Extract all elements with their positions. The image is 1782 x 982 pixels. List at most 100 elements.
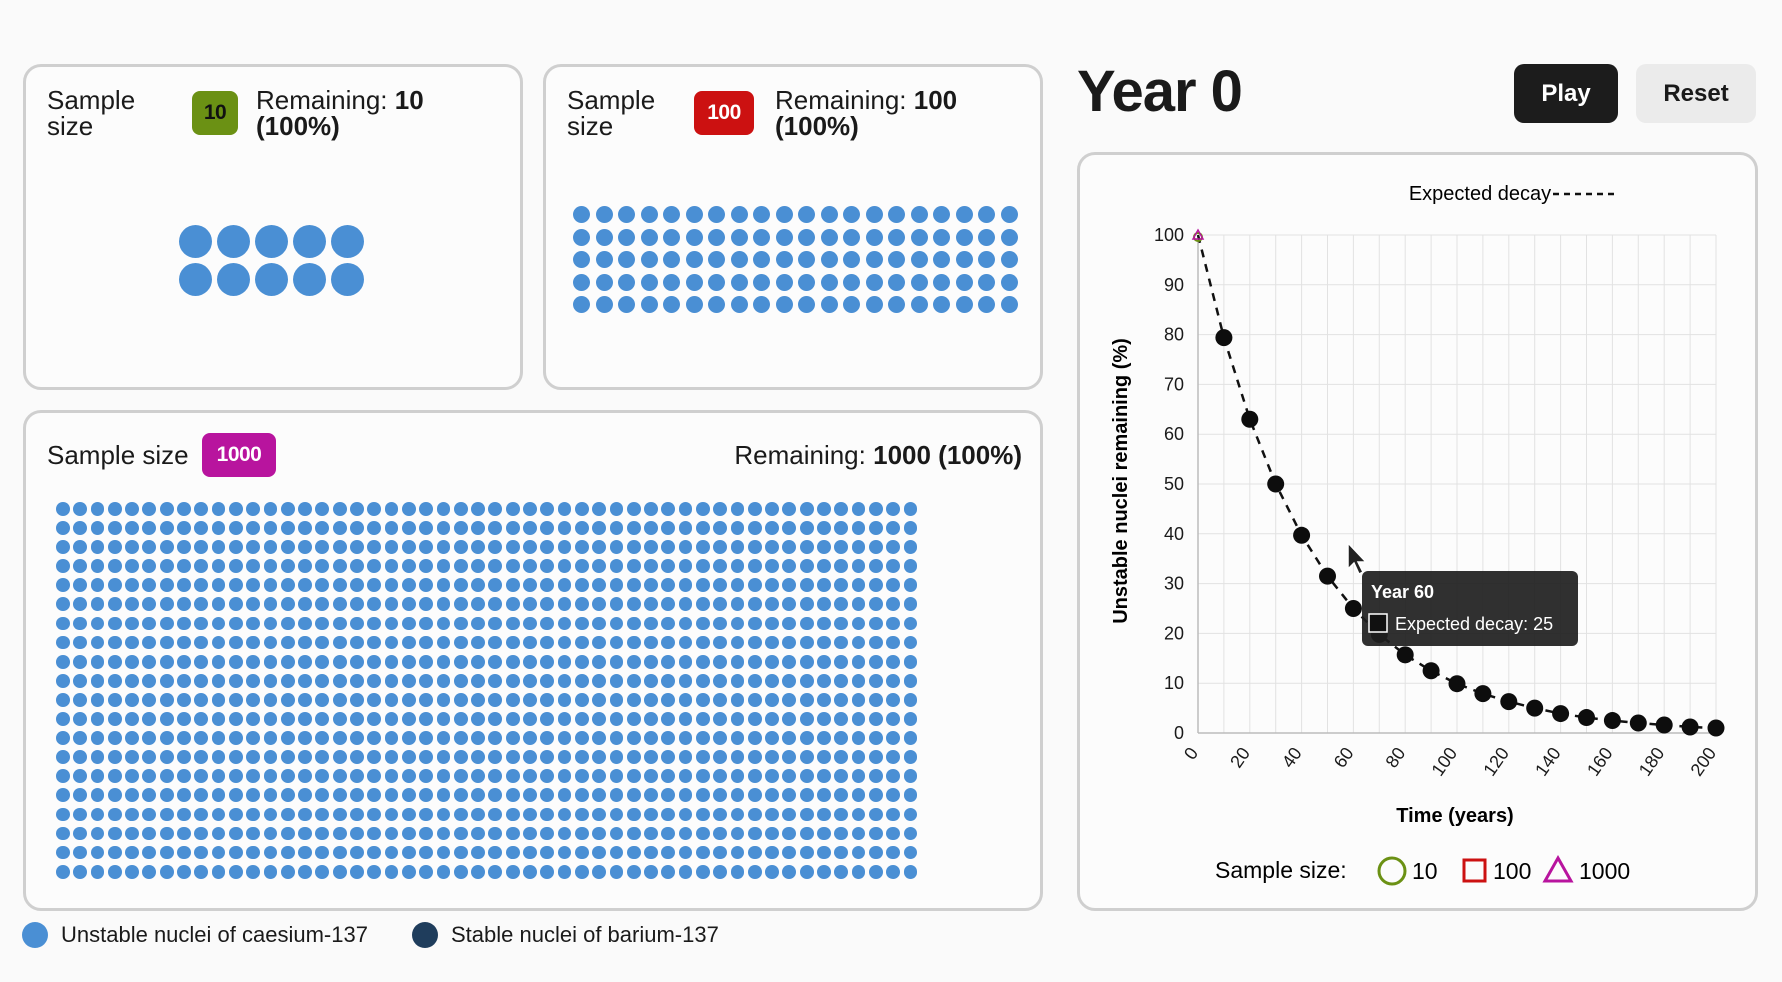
expected-decay-point[interactable] <box>1422 662 1440 680</box>
nucleus-dot <box>713 502 728 516</box>
nucleus-dot <box>640 296 658 313</box>
nucleus-dot <box>644 712 658 726</box>
nucleus-dot <box>573 206 590 223</box>
expected-decay-point[interactable] <box>1267 475 1285 493</box>
nucleus-dot <box>73 807 88 822</box>
legend-circle-icon[interactable] <box>1377 856 1407 886</box>
legend-item-1000[interactable]: 1000 <box>1579 858 1630 884</box>
legend-item-100[interactable]: 100 <box>1493 858 1531 884</box>
nucleus-dot <box>298 673 312 688</box>
nucleus-dot <box>367 616 382 631</box>
nucleus-dot <box>592 673 606 688</box>
expected-decay-point[interactable] <box>1293 526 1311 544</box>
expected-decay-point[interactable] <box>1241 410 1259 428</box>
nucleus-dot <box>367 864 382 879</box>
nucleus-dot <box>419 578 434 593</box>
nucleus-dot <box>401 578 416 593</box>
expected-decay-point[interactable] <box>1396 646 1414 664</box>
nucleus-dot <box>888 228 905 246</box>
expected-decay-point[interactable] <box>1344 600 1362 617</box>
nucleus-dot <box>90 864 105 879</box>
nucleus-dot <box>90 559 105 574</box>
expected-decay-point[interactable] <box>1526 699 1544 717</box>
nucleus-dot <box>851 788 866 803</box>
nucleus-dot <box>194 807 209 822</box>
play-button[interactable]: Play <box>1514 64 1618 123</box>
nucleus-dot <box>211 864 226 879</box>
nucleus-dot <box>730 712 745 726</box>
nucleus-dot <box>125 540 139 554</box>
nucleus-dot <box>332 807 347 822</box>
nucleus-dot <box>626 597 641 612</box>
nucleus-dot <box>540 540 555 554</box>
expected-decay-point[interactable] <box>1448 675 1466 693</box>
nucleus-dot <box>663 296 680 313</box>
nucleus-dot <box>505 559 520 574</box>
nucleus-dot <box>644 807 658 822</box>
nucleus-dot <box>419 712 434 726</box>
nucleus-dot <box>782 578 797 593</box>
legend-item-10[interactable]: 10 <box>1412 858 1438 884</box>
nucleus-dot <box>419 540 434 554</box>
nucleus-dot <box>177 864 191 879</box>
nucleus-dot <box>868 769 883 784</box>
nucleus-dot <box>56 540 70 554</box>
nucleus-dot <box>640 251 658 268</box>
nucleus-dot <box>644 692 658 707</box>
expected-decay-point[interactable] <box>1655 716 1673 734</box>
nucleus-dot <box>661 712 676 726</box>
nucleus-dot <box>367 845 382 860</box>
expected-decay-point[interactable] <box>1474 685 1492 703</box>
nucleus-dot <box>332 597 347 612</box>
nucleus-dot <box>888 206 905 223</box>
expected-decay-point[interactable] <box>1603 712 1621 730</box>
nucleus-dot <box>708 296 725 313</box>
nucleus-dot <box>280 807 295 822</box>
nucleus-dot <box>903 578 918 593</box>
nucleus-dot <box>228 864 243 879</box>
nucleus-dot <box>298 616 312 631</box>
nucleus-dot <box>817 731 831 745</box>
nucleus-dot <box>540 864 555 879</box>
legend-triangle-icon[interactable] <box>1542 854 1574 883</box>
nucleus-dot <box>708 251 725 268</box>
nucleus-dot <box>350 769 364 784</box>
expected-decay-point[interactable] <box>1500 693 1518 711</box>
expected-decay-point[interactable] <box>1629 714 1647 732</box>
nucleus-dot <box>886 692 901 707</box>
expected-decay-point[interactable] <box>1215 329 1233 347</box>
nucleus-dot <box>401 807 416 822</box>
nucleus-dot <box>820 206 838 223</box>
nucleus-dot <box>142 635 157 650</box>
nucleus-dot <box>73 845 88 860</box>
nucleus-dot <box>685 228 703 246</box>
nucleus-dot <box>211 502 226 516</box>
nucleus-dot <box>246 845 261 860</box>
nucleus-dot <box>505 502 520 516</box>
nucleus-dot <box>865 206 883 223</box>
expected-decay-point[interactable] <box>1552 705 1570 723</box>
nucleus-dot <box>678 502 693 516</box>
nucleus-dot <box>609 807 624 822</box>
nucleus-dot <box>782 864 797 879</box>
expected-decay-point[interactable] <box>1319 567 1336 585</box>
expected-decay-point[interactable] <box>1681 718 1699 736</box>
nucleus-dot <box>453 673 468 688</box>
nucleus-dot <box>678 864 693 879</box>
nucleus-dot <box>315 692 330 707</box>
legend-square-icon[interactable] <box>1462 858 1487 883</box>
nucleus-dot <box>280 864 295 879</box>
nucleus-dot <box>505 826 520 841</box>
x-tick-label: 100 <box>1428 744 1462 780</box>
expected-decay-point[interactable] <box>1707 719 1725 737</box>
nucleus-dot <box>56 635 70 650</box>
remaining-readout: Remaining: 1000 (100%) <box>734 440 1022 470</box>
expected-decay-point[interactable] <box>1578 709 1595 727</box>
nucleus-dot <box>384 845 399 860</box>
nucleus-dot <box>125 559 139 574</box>
nucleus-dot <box>350 788 364 803</box>
nucleus-dot <box>798 228 815 246</box>
nucleus-dot <box>505 540 520 554</box>
nucleus-dot <box>661 559 676 574</box>
reset-button[interactable]: Reset <box>1636 64 1756 123</box>
